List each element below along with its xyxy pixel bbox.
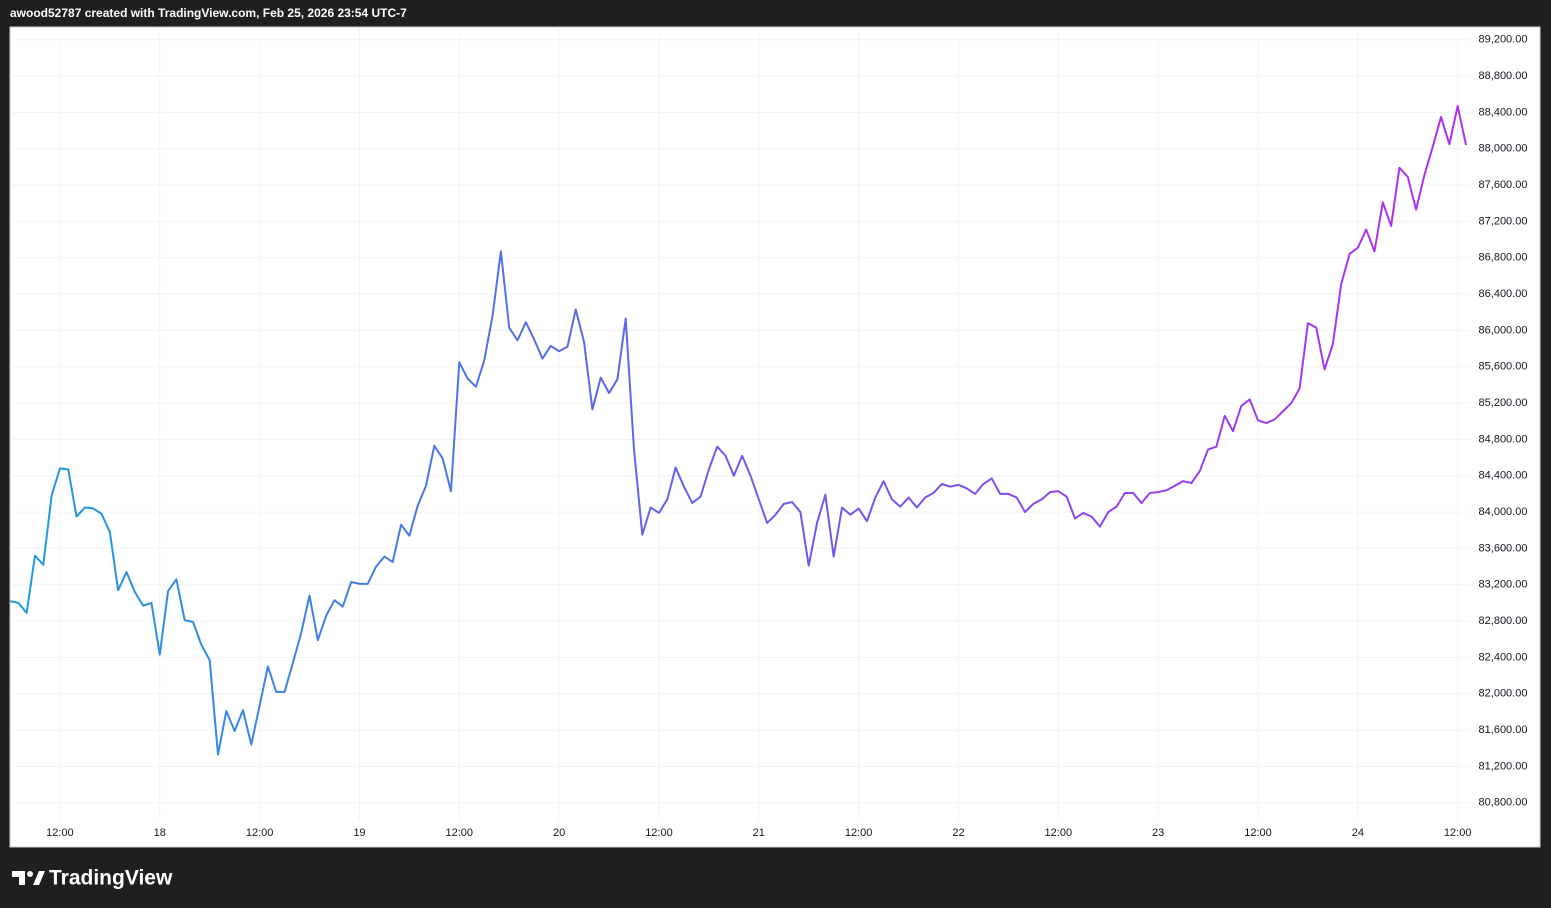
x-tick-label: 20: [553, 827, 565, 839]
x-tick-label: 24: [1352, 827, 1364, 839]
y-tick-label: 84,800.00: [1479, 433, 1528, 445]
logo-text: TradingView: [49, 867, 173, 890]
axes: 80,800.00 81,200.00 81,600.00 82,000.00 82,4…: [46, 34, 1527, 839]
x-tick-label: 12:00: [46, 827, 74, 839]
x-tick-label: 12:00: [1045, 827, 1073, 839]
y-tick-label: 86,000.00: [1479, 324, 1528, 336]
logo-icon: [33, 871, 45, 885]
y-tick-label: 81,600.00: [1479, 724, 1528, 736]
header-text: awood52787 created with TradingView.com,…: [10, 6, 407, 20]
y-tick-label: 80,800.00: [1479, 797, 1528, 809]
x-tick-label: 21: [753, 827, 765, 839]
grid: [10, 27, 1470, 820]
logo: TradingView: [12, 867, 173, 890]
y-tick-label: 85,200.00: [1479, 397, 1528, 409]
y-tick-label: 82,000.00: [1479, 688, 1528, 700]
y-tick-label: 83,600.00: [1479, 542, 1528, 554]
price-line: [10, 105, 1467, 756]
y-tick-label: 86,400.00: [1479, 288, 1528, 300]
y-tick-label: 88,400.00: [1479, 106, 1528, 118]
y-tick-label: 87,600.00: [1479, 179, 1528, 191]
y-tick-label: 86,800.00: [1479, 252, 1528, 264]
y-tick-label: 89,200.00: [1479, 34, 1528, 46]
y-tick-label: 81,200.00: [1479, 760, 1528, 772]
x-tick-label: 12:00: [1444, 827, 1472, 839]
y-tick-label: 88,800.00: [1479, 70, 1528, 82]
x-tick-label: 22: [952, 827, 964, 839]
chart-panel: [9, 26, 1541, 848]
x-tick-label: 12:00: [1244, 827, 1272, 839]
plot: [10, 105, 1467, 756]
x-tick-label: 12:00: [446, 827, 474, 839]
y-tick-label: 87,200.00: [1479, 215, 1528, 227]
y-tick-label: 85,600.00: [1479, 361, 1528, 373]
y-tick-label: 84,400.00: [1479, 470, 1528, 482]
y-tick-label: 82,800.00: [1479, 615, 1528, 627]
logo-icon: [12, 871, 25, 885]
y-tick-label: 88,000.00: [1479, 143, 1528, 155]
y-tick-label: 84,000.00: [1479, 506, 1528, 518]
x-tick-label: 12:00: [246, 827, 274, 839]
x-tick-label: 19: [353, 827, 365, 839]
y-tick-label: 82,400.00: [1479, 651, 1528, 663]
x-tick-label: 12:00: [845, 827, 873, 839]
y-tick-label: 83,200.00: [1479, 579, 1528, 591]
logo-icon: [27, 871, 33, 877]
x-tick-label: 23: [1152, 827, 1164, 839]
x-tick-label: 18: [154, 827, 166, 839]
x-tick-label: 12:00: [645, 827, 673, 839]
